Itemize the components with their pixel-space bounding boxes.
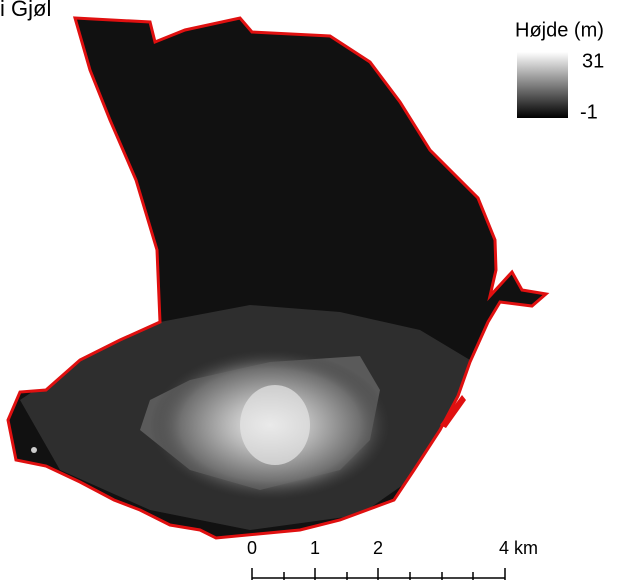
legend-min: -1 <box>580 101 598 123</box>
legend-max: 31 <box>582 50 604 72</box>
scale-label: 4 km <box>499 538 538 558</box>
map-title: i Gjøl <box>0 0 51 21</box>
legend-ramp <box>517 52 568 118</box>
map: i Gjøl Højde (m) 31 -1 0 1 2 4 km <box>0 0 644 580</box>
legend-title: Højde (m) <box>515 19 604 41</box>
page: i Gjøl Højde (m) 31 -1 0 1 2 4 km (() =>… <box>0 0 644 580</box>
scale-label: 0 <box>247 538 257 558</box>
scale-label: 2 <box>373 538 383 558</box>
scale-label: 1 <box>310 538 320 558</box>
scale-bar <box>252 568 505 580</box>
